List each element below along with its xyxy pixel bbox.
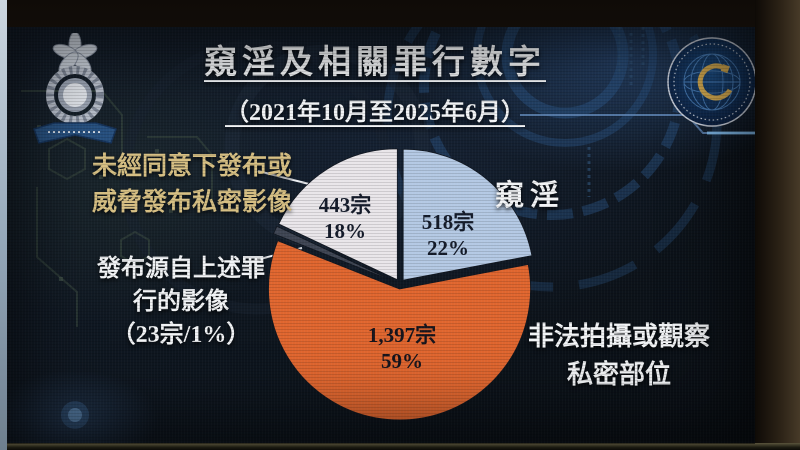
pie-slice-0 [402,148,533,281]
pie-slice-label-0: 518宗 22% [422,210,475,260]
page-subtitle: （2021年10月至2025年6月） [225,100,525,126]
callout-ncii-line1: 未經同意下發布或 [91,153,292,180]
wreath-leaves [46,66,104,124]
cyber-globe-emblem-icon [667,37,755,127]
globe-grid [683,53,741,111]
gold-node [720,64,730,74]
pie-slice-2 [273,225,396,283]
callout-unlawful-line1: 非法拍攝或觀察 [527,322,710,351]
glow-dot [61,401,89,429]
police-badge-icon [33,33,117,144]
pie-slice-1 [268,240,531,421]
pie-slice-label-3: 443宗 18% [319,193,372,243]
presentation-screen: 窺淫及相關罪行數字 （2021年10月至2025年6月） 518宗 22% 1,39… [7,27,755,444]
digital-rain [587,27,645,197]
callout-publication-line2: 行的影像 [133,289,229,316]
title-block: 窺淫及相關罪行數字 （2021年10月至2025年6月） [200,35,550,127]
callout-unlawful-recording: 非法拍攝或觀察 私密部位 [499,318,739,395]
decor-ring [501,27,629,119]
decor-ring [473,27,657,147]
bauhinia-flower [52,33,98,74]
callout-voyeurism: 窺淫 [495,180,566,212]
gold-c-glyph [697,63,733,101]
page-title: 窺淫及相關罪行數字 [204,45,546,81]
glow-dot [68,408,82,422]
callout-publication-line3: （23宗/1%） [111,322,251,349]
callout-ncii: 未經同意下發布或 威脅發布私密影像 [62,149,322,220]
screen-bezel-right [755,0,800,450]
badge-center [63,83,87,107]
callout-publication-line1: 發布源自上述罪 [97,256,265,282]
callout-unlawful-line2: 私密部位 [566,360,671,390]
callout-publication: 發布源自上述罪 行的影像 （23宗/1%） [65,253,297,352]
pie-slice-label-1: 1,397宗 59% [368,323,436,373]
leader-line-ncii [257,170,314,186]
emblem-text-ring [673,43,751,121]
callout-ncii-line2: 威脅發布私密影像 [91,188,292,216]
screen-bezel-bottom [0,443,800,450]
screen-bezel-top [0,0,800,27]
pie-slice-3 [278,148,398,281]
photo-edge [0,0,7,450]
pie-chart: 518宗 22% 1,397宗 59% 443宗 18% [244,148,533,421]
